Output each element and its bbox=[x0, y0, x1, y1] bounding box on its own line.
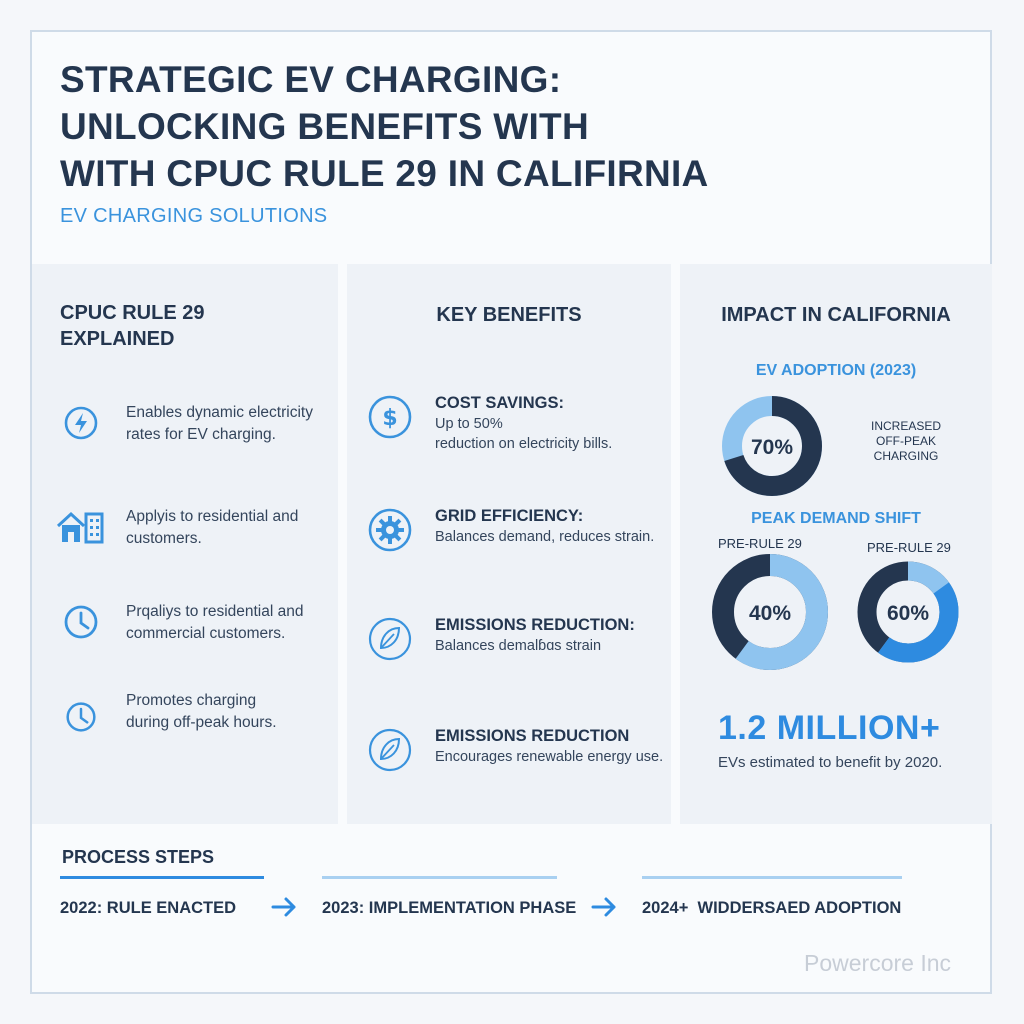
benefit-desc-line: Balances demalɓɑs strain bbox=[435, 638, 602, 654]
house-building-icon bbox=[56, 506, 106, 548]
benefit-desc-line: Balances demand, reduces strain. bbox=[435, 529, 655, 545]
donut-center-label: 60% bbox=[887, 602, 929, 625]
rule-panel-title: CPUC RULE 29 EXPLAINED bbox=[60, 300, 280, 352]
dollar-icon: $ bbox=[368, 395, 412, 439]
key-benefits-panel: KEY BENEFITS $ COST SAVINGS: Up to 50% r… bbox=[347, 264, 671, 824]
benefit-title: EMISSIONS REDUCTION bbox=[435, 727, 630, 745]
benefit-desc-line: Encourages renewable energy use. bbox=[435, 749, 664, 765]
gear-icon bbox=[368, 508, 412, 552]
arrow-right-icon bbox=[591, 897, 616, 917]
adoption-note-line: INCREASED bbox=[870, 419, 941, 433]
rule-item-text: Enables dynamic electricity rates for EV… bbox=[126, 402, 331, 446]
ev-count-description: EVs estimated to benefit by 2020. bbox=[718, 754, 943, 771]
page-subtitle: EV CHARGING SOLUTIONS bbox=[60, 205, 328, 227]
rule-panel-title-line-2: EXPLAINED bbox=[60, 328, 175, 350]
arrow-right-icon bbox=[271, 897, 296, 917]
donut-center-label: 40% bbox=[749, 602, 791, 625]
clock-icon bbox=[60, 696, 102, 738]
donut-caption: PRE-RULE 29 bbox=[718, 536, 802, 551]
benefit-desc-line: Up to 50% bbox=[435, 416, 503, 432]
svg-text:$: $ bbox=[382, 406, 397, 431]
rule-item-text: Applyis to residential and customers. bbox=[126, 506, 331, 550]
donut-value-arc-accent bbox=[857, 561, 959, 663]
rule-panel-title-line-1: CPUC RULE 29 bbox=[60, 302, 205, 324]
donut-center-label: 70% bbox=[751, 436, 793, 459]
lightning-bolt-icon bbox=[60, 402, 102, 444]
step-progress-bar bbox=[642, 876, 902, 879]
process-step: 2022: RULE ENACTED bbox=[60, 899, 237, 917]
benefit-description: Balances demand, reduces strain. bbox=[435, 527, 675, 547]
rule-item-line: Enables dynamic electricity bbox=[126, 404, 313, 421]
donut-value-arc bbox=[712, 554, 828, 670]
adoption-note-line: OFF-PEAK CHARGING bbox=[873, 434, 939, 463]
benefit-title: COST SAVINGS: bbox=[435, 394, 564, 412]
benefit-description: Up to 50% reduction on electricity bills… bbox=[435, 414, 675, 454]
title-line-2: UNLOCKING BENEFITS WITH bbox=[60, 106, 589, 147]
brand-watermark: Powercore Inc bbox=[804, 950, 952, 976]
leaf-icon bbox=[368, 617, 412, 661]
pre-rule-donut-chart-60: 60% bbox=[857, 561, 959, 663]
impact-panel: IMPACT IN CALIFORNIA EV ADOPTION (2023) … bbox=[680, 264, 992, 824]
rule-item-line: Prqaliys to residential and bbox=[126, 603, 304, 620]
benefits-panel-title: KEY BENEFITS bbox=[436, 304, 582, 326]
title-line-3: WITH CPUC RULE 29 IN CALIFIRNIA bbox=[60, 153, 709, 194]
rule-item-line: during off-peak hours. bbox=[126, 714, 277, 731]
leaf-icon bbox=[368, 728, 412, 772]
process-steps-title: PROCESS STEPS bbox=[62, 847, 215, 867]
clock-icon bbox=[60, 601, 102, 643]
title-line-1: STRATEGIC EV CHARGING: bbox=[60, 59, 562, 100]
adoption-chart-heading: EV ADOPTION (2023) bbox=[755, 362, 917, 379]
rule-explained-panel: CPUC RULE 29 EXPLAINED Enables dynamic e… bbox=[32, 264, 338, 824]
rule-item-line: Promotes charging bbox=[126, 692, 257, 709]
benefit-title: GRID EFFICIENCY: bbox=[435, 507, 584, 525]
adoption-donut-chart: 70% bbox=[722, 396, 822, 496]
rule-item-line: commercial customers. bbox=[126, 625, 286, 642]
benefit-desc-line: reduction on electricity bills. bbox=[435, 436, 613, 452]
step-progress-bar bbox=[60, 876, 264, 879]
rule-item-line: rates for EV charging. bbox=[126, 426, 276, 443]
benefit-description: Encourages renewable energy use. bbox=[435, 747, 675, 767]
ev-count-stat: 1.2 MILLION+ bbox=[718, 709, 941, 747]
pre-rule-donut-chart-40: 40% bbox=[712, 554, 828, 670]
rule-item-text: Promotes charging during off-peak hours. bbox=[126, 690, 331, 734]
donut-value-arc bbox=[722, 396, 822, 496]
rule-item-text: Prqaliys to residential and commercial c… bbox=[126, 601, 331, 645]
rule-item-line: customers. bbox=[126, 530, 202, 547]
benefit-description: Balances demalɓɑs strain bbox=[435, 636, 675, 656]
process-step: 2024+ WIDDERSAED ADOPTION bbox=[642, 899, 902, 917]
rule-item-line: Applyis to residential and bbox=[126, 508, 299, 525]
peak-demand-heading: PEAK DEMAND SHIFT bbox=[751, 510, 921, 527]
step-progress-bar bbox=[322, 876, 557, 879]
page-title: STRATEGIC EV CHARGING: UNLOCKING BENEFIT… bbox=[60, 56, 960, 197]
process-step: 2023: IMPLEMENTATION PHASE bbox=[322, 899, 577, 917]
benefit-title: EMISSIONS REDUCTION: bbox=[435, 616, 635, 634]
donut-caption: PRE-RULE 29 bbox=[867, 540, 951, 555]
impact-panel-title: IMPACT IN CALIFORNIA bbox=[721, 304, 951, 326]
adoption-note: INCREASED OFF-PEAK CHARGING bbox=[846, 419, 966, 464]
